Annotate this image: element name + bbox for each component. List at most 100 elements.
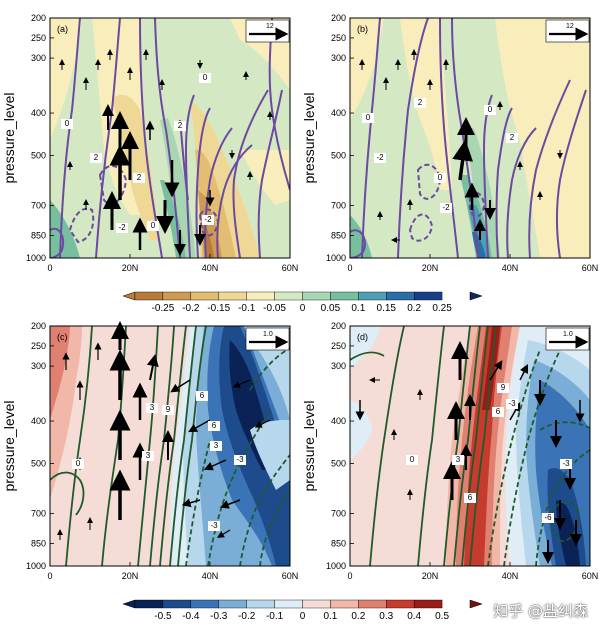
panel-d-contours <box>350 326 590 566</box>
y-tick-label: 700 <box>31 200 46 210</box>
colorbar-label: -0.2 <box>182 303 200 314</box>
y-tick-label: 200 <box>331 13 346 23</box>
panel-a-vectors <box>59 49 273 256</box>
contour-label-box <box>464 493 476 503</box>
y-tick-label: 300 <box>331 361 346 371</box>
contour-label: -3 <box>236 455 244 464</box>
contour-label: 2 <box>510 133 515 142</box>
x-tick-label: 40N <box>502 571 519 581</box>
colorbar-label: 0.3 <box>379 611 393 622</box>
colorbar-swatch <box>246 291 275 301</box>
colorbar-label: 0.4 <box>407 611 421 622</box>
y-tick-label: 700 <box>331 508 346 518</box>
colorbar-label: 0.15 <box>377 303 397 314</box>
x-tick-label: 20N <box>122 571 139 581</box>
contour-label: -2 <box>376 153 384 162</box>
panel-c-reference-vector: 1.0 <box>245 327 290 351</box>
panel-c-contour-labels: 0 3 3 9 6 6 3 -3 -3 <box>72 391 246 531</box>
colorbar-label: -0.3 <box>210 611 228 622</box>
y-tick-label: 300 <box>31 361 46 371</box>
y-tick-label: 300 <box>331 53 346 63</box>
x-tick-label: 0 <box>47 571 52 581</box>
contour-label-box <box>560 459 572 469</box>
contour-label-box <box>234 455 246 465</box>
panel-a-label: (a) <box>57 24 68 34</box>
colorbar-swatch <box>246 599 275 609</box>
colorbar-label: 0 <box>300 303 306 314</box>
wind-vector <box>219 499 241 509</box>
contour-label: 6 <box>496 407 501 416</box>
y-tick-label: 850 <box>331 230 346 240</box>
wind-vector <box>170 379 191 393</box>
x-tick-label: 40N <box>202 571 219 581</box>
contour-label-box <box>202 215 214 225</box>
contour-label-box <box>440 203 452 213</box>
colorbar-label: 0.1 <box>323 611 337 622</box>
contour-label-box <box>196 391 208 401</box>
x-tick-label: 0 <box>47 263 52 273</box>
contour-label-box <box>414 98 426 108</box>
y-tick-label: 250 <box>331 341 346 351</box>
contour-label-box <box>497 383 509 393</box>
panel-a-reference-vector-label: 12 <box>266 23 274 30</box>
contour-label: 3 <box>456 455 461 464</box>
x-tick-label: 20N <box>122 263 139 273</box>
contour-label-box <box>492 407 504 417</box>
y-tick-label: 400 <box>31 416 46 426</box>
y-tick-label: 850 <box>31 230 46 240</box>
wind-vector <box>146 354 159 381</box>
contour-label-box <box>162 405 174 415</box>
colorbar-label: -0.1 <box>266 611 284 622</box>
panel-b-vectors <box>359 49 563 243</box>
colorbar-label: -0.1 <box>238 303 256 314</box>
contour-label-box <box>147 221 159 231</box>
y-tick-label: 250 <box>31 341 46 351</box>
colorbar-swatch <box>134 599 164 609</box>
wind-vector <box>489 360 503 381</box>
colorbar-label: -0.2 <box>238 611 256 622</box>
y-axis-label: pressure_level <box>301 400 317 491</box>
contour-label: -2 <box>118 223 126 232</box>
x-tick-label: 0 <box>347 263 352 273</box>
y-tick-label: 850 <box>31 538 46 548</box>
contour-label-box <box>452 455 464 465</box>
contour-label-box <box>61 119 73 129</box>
contour-label: 2 <box>94 153 99 162</box>
colorbar-swatch <box>386 291 415 301</box>
contour-label-box <box>362 113 374 123</box>
x-tick-label: 60N <box>582 571 599 581</box>
colorbar-end-right <box>469 291 483 301</box>
contour-label: 0 <box>151 221 156 230</box>
colorbar-swatch <box>190 291 219 301</box>
panel-b-label: (b) <box>357 24 368 34</box>
colorbar-swatch <box>134 291 164 301</box>
contour-label: 2 <box>418 98 423 107</box>
y-tick-label: 500 <box>31 151 46 161</box>
contour-label-box <box>142 451 154 461</box>
colorbar-end-left <box>122 599 136 609</box>
y-axis-label: pressure_level <box>301 92 317 183</box>
panel-c: (c) 1.0 <box>49 321 291 567</box>
contour-label-box <box>90 153 102 163</box>
panel-b-shading <box>350 18 590 258</box>
y-tick-label: 500 <box>331 151 346 161</box>
y-tick-label: 400 <box>331 416 346 426</box>
x-tick-label: 60N <box>282 263 299 273</box>
contour-label: 2 <box>178 121 183 130</box>
colorbar-label: 0.5 <box>435 611 449 622</box>
y-tick-label: 500 <box>331 459 346 469</box>
y-tick-label: 300 <box>31 53 46 63</box>
y-tick-label: 250 <box>31 33 46 43</box>
y-tick-label: 400 <box>331 108 346 118</box>
panel-a-shading <box>50 18 290 258</box>
contour-label-box <box>506 133 518 143</box>
contour-label-box <box>374 153 386 163</box>
panel-d-label: (d) <box>357 332 368 342</box>
y-axis-label: pressure_level <box>1 92 17 183</box>
contour-label-box <box>72 459 84 469</box>
x-tick-label: 60N <box>582 263 599 273</box>
contour-label: -3 <box>508 399 516 408</box>
colorbar-swatch <box>358 599 387 609</box>
